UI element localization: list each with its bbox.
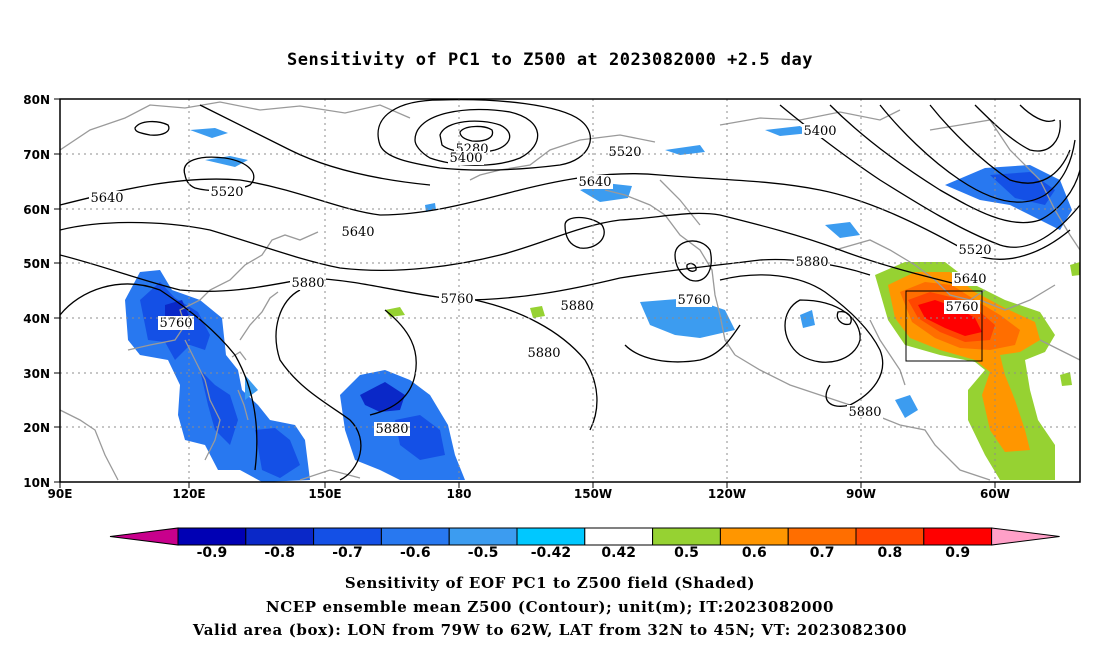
contour-label-bg [577,175,613,189]
lon-label: 180 [446,487,471,501]
contour-label-bg [89,191,125,205]
contour-label: 5640 [90,191,123,206]
contour-labels: 5280540054005520552055205640564056405640… [89,124,993,437]
contour-label-bg [802,124,838,138]
lat-label: 40N [23,312,50,326]
contour-label-bg [209,185,245,199]
colorbar-label: 0.9 [945,545,970,561]
colorbar-max-triangle [991,527,1060,546]
colorbar-label: -0.5 [468,545,499,561]
contour-label: 5760 [440,292,473,307]
colorbar-segment [652,527,721,546]
contour-label: 5400 [449,151,482,166]
contour-label-bg [607,145,643,159]
plot-frame [59,98,1081,483]
valid-area-box [905,290,983,362]
colorbar-label: -0.7 [332,545,363,561]
colorbar-segment [516,527,586,546]
lat-label: 30N [23,367,50,381]
gridlines [60,99,1080,482]
lon-axis-labels: 90E 120E 150E 180 150W 120W 90W 60W [48,487,1010,501]
colorbar-segment [855,527,925,546]
colorbar-segment [787,527,857,546]
colorbar-min-triangle [109,527,179,546]
contour-label: 5880 [560,299,593,314]
colorbar-segment [448,527,518,546]
contour-label-bg [340,225,376,239]
colorbar-segment [923,527,993,546]
contour-label: 5760 [945,300,978,315]
colorbar-label: 0.5 [674,545,699,561]
caption-shaded: Sensitivity of EOF PC1 to Z500 field (Sh… [344,574,756,592]
colorbar [109,527,1060,546]
lat-label: 60N [23,203,50,217]
tick-marks [54,98,996,488]
contour-label-bg [794,255,830,269]
map-title: Sensitivity of PC1 to Z500 at 2023082000… [286,50,813,70]
contour-label: 5640 [953,272,986,287]
colorbar-labels: -0.9 -0.8 -0.7 -0.6 -0.5 -0.42 0.42 0.5 0.6 0.7 0.… [197,545,971,561]
colorbar-label: -0.6 [400,545,431,561]
lat-label: 50N [23,257,50,271]
contour-label-bg [957,243,993,257]
contour-label: 5880 [375,422,408,437]
contour-label-bg [526,346,562,360]
contour-label-bg [847,405,883,419]
colorbar-segment [177,527,247,546]
lon-label: 60W [980,487,1010,501]
colorbar-segment [313,527,382,546]
contour-label: 5640 [341,225,374,240]
colorbar-segment [719,527,789,546]
lat-label: 70N [23,148,50,162]
contour-label: 5520 [608,145,641,160]
colorbar-segment [245,527,315,546]
lon-label: 90E [48,487,73,501]
lat-axis-labels: 80N 70N 60N 50N 40N 30N 20N 10N [23,93,50,490]
colorbar-label: -0.9 [197,545,228,561]
contour-label-bg [676,293,712,307]
contour-label: 5520 [210,185,243,200]
contour-label-bg [944,300,980,314]
contour-label: 5520 [958,243,991,258]
colorbar-label: -0.42 [531,545,571,561]
contour-label: 5400 [803,124,836,139]
colorbar-label: 0.8 [877,545,902,561]
contour-label: 5880 [527,346,560,361]
caption-contour: NCEP ensemble mean Z500 (Contour); unit(… [265,598,835,616]
lon-label: 90W [846,487,876,501]
coastlines [60,101,1080,481]
colorbar-segment [584,527,654,546]
contour-label-bg [952,272,988,286]
contour-label-bg [374,422,410,436]
sensitivity-map: 5280540054005520552055205640564056405640… [23,93,1081,561]
colorbar-label: 0.6 [742,545,767,561]
colorbar-segment [380,527,450,546]
contour-label-bg [158,316,194,330]
contour-label: 5640 [578,175,611,190]
lat-label: 80N [23,93,50,107]
colorbar-label: 0.7 [810,545,835,561]
contour-label: 5760 [159,316,192,331]
lon-label: 150E [308,487,341,501]
contour-label: 5880 [291,276,324,291]
lat-label: 20N [23,421,50,435]
colorbar-label: 0.42 [601,545,636,561]
contour-label: 5880 [848,405,881,420]
lat-label: 10N [23,476,50,490]
caption-valid-area: Valid area (box): LON from 79W to 62W, L… [192,621,908,639]
contour-label-bg [290,276,326,290]
contour-label: 5760 [677,293,710,308]
lon-label: 150W [574,487,612,501]
lon-label: 120W [708,487,746,501]
lon-label: 120E [172,487,205,501]
contour-label-bg [439,292,475,306]
contour-label-bg [559,299,595,313]
colorbar-label: -0.8 [264,545,295,561]
